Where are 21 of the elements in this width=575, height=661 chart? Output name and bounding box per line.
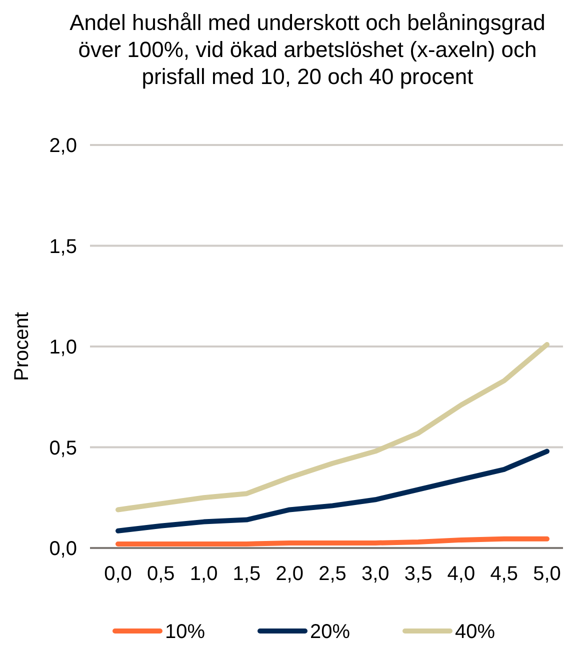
x-tick-label: 3,0 — [361, 563, 390, 585]
x-tick-label: 4,0 — [447, 563, 476, 585]
legend-label: 40% — [455, 621, 496, 643]
legend-label: 20% — [310, 621, 350, 643]
x-tick-label: 0,0 — [104, 563, 132, 585]
x-tick-label: 5,0 — [533, 563, 561, 585]
y-axis-title: Procent — [11, 312, 33, 381]
x-tick-label: 2,0 — [276, 563, 304, 585]
y-tick-label: 0,5 — [49, 437, 77, 460]
x-tick-label: 3,5 — [404, 563, 432, 585]
chart-title: Andel hushåll med underskott och belåningsgrad över 100%, vid ökad arbetslöshet (x-axeln) och prisfall med 10, 20 och 40 procent — [70, 10, 546, 89]
y-tick-label: 2,0 — [49, 135, 77, 157]
y-tick-label: 1,0 — [49, 336, 77, 358]
x-tick-label: 1,0 — [190, 563, 218, 585]
x-tick-label: 4,5 — [490, 563, 518, 585]
y-tick-label: 0,0 — [49, 538, 77, 560]
x-tick-label: 0,5 — [146, 563, 175, 585]
x-tick-label: 1,5 — [232, 563, 261, 585]
x-tick-label: 2,5 — [318, 563, 346, 585]
legend-label: 10% — [165, 621, 206, 643]
y-tick-label: 1,5 — [49, 236, 77, 258]
